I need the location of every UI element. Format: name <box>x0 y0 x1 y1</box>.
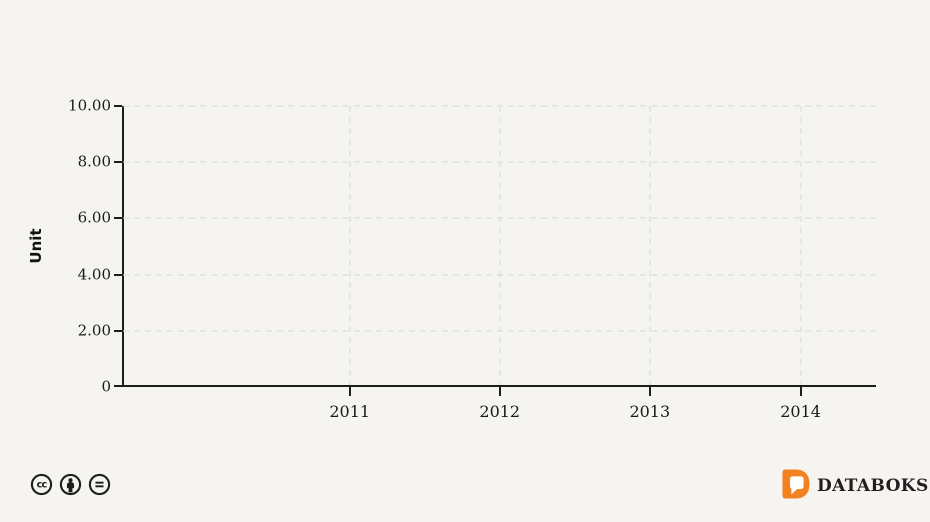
databoks-d-icon <box>782 469 810 503</box>
x-tick-mark <box>799 387 802 396</box>
y-tick-label: 2.00 <box>77 321 111 340</box>
y-axis-title: Unit <box>27 228 45 264</box>
x-tick-mark <box>348 387 351 396</box>
y-tick-mark <box>114 273 122 276</box>
y-tick-mark <box>114 105 122 107</box>
license-badges: cc <box>30 473 111 496</box>
y-tick-label: 8.00 <box>77 152 111 171</box>
plot-area: 10.00 8.00 6.00 4.00 2.00 0 2011 2012 2013 2014 <box>68 98 876 420</box>
x-tick-mark <box>648 387 651 396</box>
v-gridline <box>499 106 501 385</box>
cc-nd-icon <box>88 473 111 496</box>
y-tick-label: 0 <box>101 377 111 396</box>
v-gridline <box>349 106 351 385</box>
y-tick-mark <box>114 161 122 164</box>
y-tick-mark <box>114 329 122 332</box>
y-tick-label: 10.00 <box>68 96 111 115</box>
x-axis-line <box>114 385 876 387</box>
x-tick-label: 2012 <box>479 402 521 421</box>
y-tick-label: 4.00 <box>77 265 111 284</box>
databoks-logo-text: DATABOKS <box>817 476 929 496</box>
v-gridline <box>649 106 651 385</box>
v-gridline <box>800 106 802 385</box>
cc-by-icon <box>59 473 82 496</box>
y-tick-label: 6.00 <box>77 208 111 227</box>
x-tick-label: 2011 <box>329 402 371 421</box>
svg-text:cc: cc <box>37 480 48 491</box>
x-tick-mark <box>498 387 501 396</box>
x-tick-label: 2014 <box>780 402 821 421</box>
y-axis-line <box>122 106 124 387</box>
cc-icon: cc <box>30 473 53 496</box>
databoks-logo: DATABOKS <box>782 469 929 503</box>
y-tick-mark <box>114 217 122 220</box>
x-tick-label: 2013 <box>629 402 671 421</box>
